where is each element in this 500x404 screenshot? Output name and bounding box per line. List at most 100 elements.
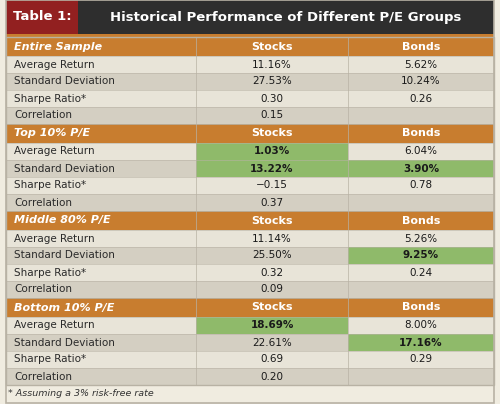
Bar <box>6 0 78 34</box>
Text: 0.29: 0.29 <box>410 354 432 364</box>
Bar <box>6 194 196 211</box>
Text: 27.53%: 27.53% <box>252 76 292 86</box>
Text: Bottom 10% P/E: Bottom 10% P/E <box>14 303 114 313</box>
Bar <box>6 351 196 368</box>
Bar <box>6 37 494 385</box>
Bar <box>348 298 494 317</box>
Text: Stocks: Stocks <box>252 128 293 139</box>
Bar <box>6 73 196 90</box>
Bar <box>348 264 494 281</box>
Bar <box>196 230 348 247</box>
Text: Correlation: Correlation <box>14 284 72 295</box>
Bar <box>196 211 348 230</box>
Bar <box>348 351 494 368</box>
Bar <box>348 230 494 247</box>
Text: Correlation: Correlation <box>14 198 72 208</box>
Text: 0.78: 0.78 <box>410 181 432 191</box>
Text: 11.14%: 11.14% <box>252 234 292 244</box>
Bar <box>196 37 348 56</box>
Text: 0.15: 0.15 <box>260 111 283 120</box>
Bar <box>196 317 348 334</box>
Bar <box>348 107 494 124</box>
Text: 17.16%: 17.16% <box>399 337 443 347</box>
Bar <box>348 124 494 143</box>
Bar <box>6 143 196 160</box>
Bar <box>6 0 494 34</box>
Text: Stocks: Stocks <box>252 215 293 225</box>
Text: Table 1:: Table 1: <box>12 11 72 23</box>
Text: −0.15: −0.15 <box>256 181 288 191</box>
Text: Bonds: Bonds <box>402 42 440 51</box>
Text: 8.00%: 8.00% <box>404 320 438 330</box>
Text: 10.24%: 10.24% <box>401 76 441 86</box>
Bar <box>6 37 196 56</box>
Text: Standard Deviation: Standard Deviation <box>14 337 115 347</box>
Text: 0.26: 0.26 <box>410 93 432 103</box>
Bar <box>348 194 494 211</box>
Bar <box>196 160 348 177</box>
Text: 11.16%: 11.16% <box>252 59 292 69</box>
Bar <box>6 211 196 230</box>
Bar <box>196 334 348 351</box>
Bar <box>196 298 348 317</box>
Bar <box>6 56 196 73</box>
Bar <box>6 281 196 298</box>
Text: Standard Deviation: Standard Deviation <box>14 250 115 261</box>
Text: Middle 80% P/E: Middle 80% P/E <box>14 215 110 225</box>
Text: Stocks: Stocks <box>252 303 293 313</box>
Text: 25.50%: 25.50% <box>252 250 292 261</box>
Text: Correlation: Correlation <box>14 111 72 120</box>
Bar <box>6 230 196 247</box>
Text: Historical Performance of Different P/E Groups: Historical Performance of Different P/E … <box>110 11 462 23</box>
Text: Standard Deviation: Standard Deviation <box>14 164 115 173</box>
Bar <box>348 211 494 230</box>
Bar <box>348 317 494 334</box>
Bar <box>196 177 348 194</box>
Bar <box>196 90 348 107</box>
Bar <box>196 73 348 90</box>
Bar <box>196 143 348 160</box>
Bar <box>6 90 196 107</box>
Text: 0.30: 0.30 <box>260 93 283 103</box>
Text: Sharpe Ratio*: Sharpe Ratio* <box>14 267 86 278</box>
Bar <box>348 247 494 264</box>
Text: 13.22%: 13.22% <box>250 164 294 173</box>
Bar <box>196 264 348 281</box>
Text: 3.90%: 3.90% <box>403 164 439 173</box>
Bar <box>348 73 494 90</box>
Text: Average Return: Average Return <box>14 59 94 69</box>
Bar <box>196 281 348 298</box>
Bar <box>6 177 196 194</box>
Bar <box>196 351 348 368</box>
Text: 0.24: 0.24 <box>410 267 432 278</box>
Text: 0.20: 0.20 <box>260 372 283 381</box>
Text: Top 10% P/E: Top 10% P/E <box>14 128 90 139</box>
Bar <box>196 107 348 124</box>
Text: 0.09: 0.09 <box>260 284 283 295</box>
Bar <box>196 194 348 211</box>
Bar <box>348 177 494 194</box>
Text: 0.32: 0.32 <box>260 267 283 278</box>
Text: Standard Deviation: Standard Deviation <box>14 76 115 86</box>
Text: 22.61%: 22.61% <box>252 337 292 347</box>
Text: 0.37: 0.37 <box>260 198 283 208</box>
Text: Bonds: Bonds <box>402 128 440 139</box>
Text: Bonds: Bonds <box>402 215 440 225</box>
Bar <box>348 334 494 351</box>
Bar <box>348 90 494 107</box>
Bar <box>6 34 494 37</box>
Bar <box>6 317 196 334</box>
Bar <box>348 37 494 56</box>
Bar <box>196 124 348 143</box>
Text: 5.26%: 5.26% <box>404 234 438 244</box>
Text: 9.25%: 9.25% <box>403 250 439 261</box>
Text: 5.62%: 5.62% <box>404 59 438 69</box>
Text: * Assuming a 3% risk-free rate: * Assuming a 3% risk-free rate <box>8 389 154 398</box>
Text: 18.69%: 18.69% <box>250 320 294 330</box>
Text: Sharpe Ratio*: Sharpe Ratio* <box>14 93 86 103</box>
Bar <box>196 247 348 264</box>
Bar <box>348 160 494 177</box>
Text: Sharpe Ratio*: Sharpe Ratio* <box>14 181 86 191</box>
Bar <box>196 56 348 73</box>
Bar <box>6 247 196 264</box>
